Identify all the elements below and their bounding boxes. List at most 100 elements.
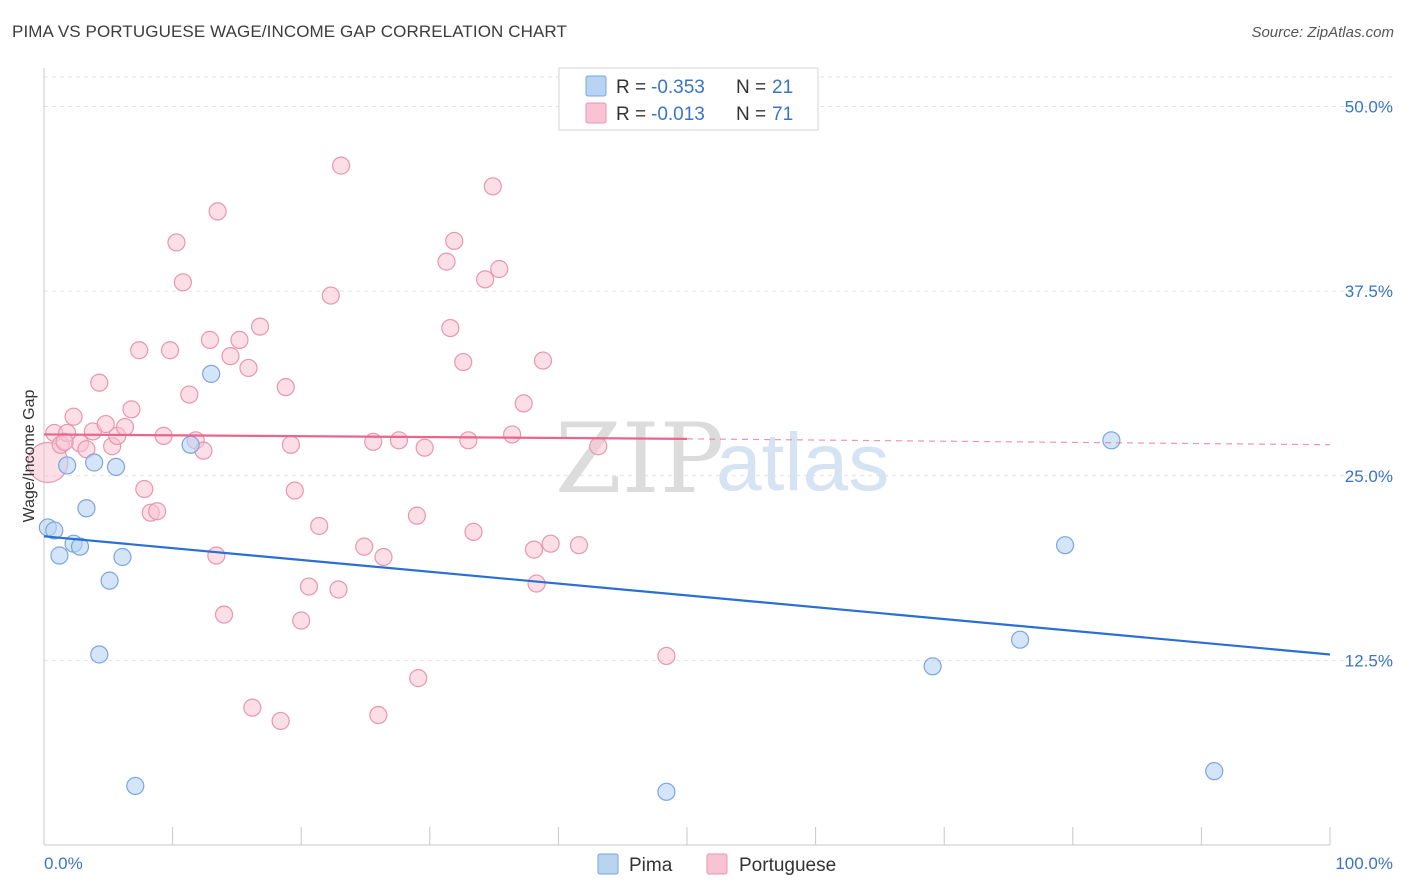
portuguese-point bbox=[250, 317, 270, 336]
portuguese-points bbox=[27, 156, 676, 731]
bottom-legend-pima-label: Pima bbox=[629, 855, 673, 876]
portuguese-point bbox=[173, 273, 192, 292]
x-tick-label-max: 100.0% bbox=[1335, 854, 1393, 873]
legend-pima-n-label: N = bbox=[736, 77, 766, 98]
portuguese-point bbox=[407, 506, 427, 525]
portuguese-point bbox=[292, 611, 311, 630]
portuguese-point bbox=[281, 435, 301, 454]
pima-points bbox=[38, 364, 1224, 801]
portuguese-point bbox=[441, 318, 460, 338]
pima-point bbox=[181, 435, 200, 454]
legend-pima-swatch bbox=[585, 75, 607, 97]
portuguese-point bbox=[533, 351, 553, 370]
portuguese-point bbox=[321, 286, 340, 305]
legend-pima-r-value: -0.353 bbox=[651, 77, 705, 98]
portuguese-point bbox=[239, 358, 258, 378]
portuguese-point bbox=[55, 432, 74, 451]
pima-point bbox=[90, 645, 109, 664]
pima-point bbox=[657, 782, 676, 801]
portuguese-point bbox=[503, 425, 522, 444]
watermark-zip: ZIP bbox=[555, 403, 724, 515]
portuguese-point bbox=[483, 177, 502, 196]
portuguese-point bbox=[271, 711, 290, 731]
legend-portuguese-n-value: 71 bbox=[772, 104, 793, 125]
portuguese-point bbox=[299, 577, 319, 596]
portuguese-point bbox=[569, 536, 589, 555]
portuguese-trend-line-extrapolated bbox=[686, 438, 1331, 446]
legend-box: R = -0.353 N = 21 R = -0.013 N = 71 bbox=[558, 67, 819, 131]
legend-portuguese-n-label: N = bbox=[736, 104, 766, 125]
bottom-legend: Pima Portuguese bbox=[597, 853, 836, 876]
portuguese-point bbox=[148, 502, 167, 521]
portuguese-point bbox=[657, 646, 676, 666]
legend-pima-r-label: R = bbox=[616, 77, 646, 98]
portuguese-point bbox=[464, 522, 483, 541]
portuguese-point bbox=[437, 252, 456, 271]
portuguese-point bbox=[369, 705, 388, 725]
portuguese-point bbox=[310, 516, 329, 536]
portuguese-point bbox=[64, 407, 83, 426]
pima-point bbox=[202, 364, 221, 383]
pima-trend-line bbox=[43, 535, 1331, 656]
portuguese-point bbox=[221, 347, 240, 366]
portuguese-point bbox=[180, 385, 199, 404]
pima-point bbox=[106, 457, 126, 477]
legend-pima-n-value: 21 bbox=[772, 77, 793, 98]
portuguese-trend-line bbox=[43, 433, 688, 440]
portuguese-point bbox=[230, 330, 249, 349]
portuguese-point bbox=[527, 574, 546, 593]
x-tick-marks bbox=[43, 827, 1331, 845]
chart-title: PIMA VS PORTUGUESE WAGE/INCOME GAP CORRE… bbox=[12, 22, 567, 41]
portuguese-point bbox=[276, 378, 295, 397]
legend-portuguese-r-value: -0.013 bbox=[651, 104, 705, 125]
pima-point bbox=[45, 521, 64, 540]
pima-point bbox=[923, 657, 942, 676]
pima-point bbox=[100, 571, 119, 590]
legend-portuguese-r-label: R = bbox=[616, 104, 646, 125]
pima-point bbox=[113, 547, 132, 567]
portuguese-point bbox=[329, 580, 348, 599]
portuguese-point bbox=[445, 231, 464, 251]
portuguese-point bbox=[200, 330, 219, 349]
portuguese-point bbox=[96, 414, 115, 434]
portuguese-point bbox=[389, 431, 409, 450]
portuguese-point bbox=[130, 341, 149, 360]
portuguese-point bbox=[207, 546, 226, 565]
pima-point bbox=[70, 537, 90, 556]
portuguese-point bbox=[160, 341, 180, 360]
pima-point bbox=[126, 776, 145, 796]
portuguese-point bbox=[524, 540, 544, 559]
portuguese-point bbox=[331, 156, 351, 175]
portuguese-point bbox=[115, 417, 135, 437]
bottom-legend-portuguese-label: Portuguese bbox=[739, 855, 836, 876]
bottom-legend-pima-swatch bbox=[597, 853, 619, 875]
portuguese-point bbox=[415, 438, 434, 457]
y-tick-label: 37.5% bbox=[1345, 282, 1393, 301]
y-tick-labels: 12.5% 25.0% 37.5% 50.0% bbox=[1345, 98, 1393, 671]
portuguese-point bbox=[589, 437, 608, 456]
y-tick-label: 12.5% bbox=[1345, 651, 1393, 670]
pima-point bbox=[1055, 536, 1075, 555]
portuguese-point bbox=[475, 270, 495, 289]
trend-lines bbox=[43, 433, 1331, 656]
legend-portuguese-swatch bbox=[585, 102, 607, 124]
portuguese-point bbox=[243, 698, 262, 717]
pima-point bbox=[50, 546, 69, 565]
portuguese-point bbox=[285, 481, 304, 500]
portuguese-point bbox=[167, 233, 186, 252]
portuguese-point bbox=[214, 605, 234, 624]
source-label: Source: ZipAtlas.com bbox=[1251, 24, 1394, 41]
portuguese-point bbox=[454, 352, 473, 372]
pima-point bbox=[1102, 431, 1121, 450]
portuguese-point bbox=[208, 202, 227, 221]
y-tick-label: 25.0% bbox=[1345, 467, 1393, 486]
portuguese-point bbox=[355, 537, 374, 556]
y-tick-label: 50.0% bbox=[1345, 98, 1393, 117]
bottom-legend-portuguese-swatch bbox=[706, 853, 728, 875]
portuguese-point bbox=[514, 394, 533, 413]
y-axis-label: Wage/Income Gap bbox=[21, 390, 38, 523]
pima-point bbox=[77, 499, 96, 518]
portuguese-point bbox=[490, 259, 509, 279]
watermark-atlas: atlas bbox=[716, 417, 889, 508]
